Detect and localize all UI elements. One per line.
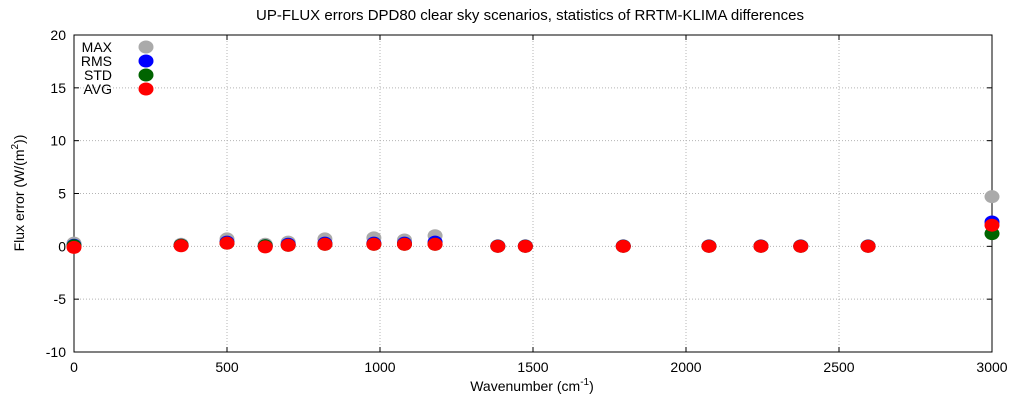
y-axis-label-sup: 2: [10, 144, 21, 150]
y-tick-label: 10: [50, 133, 66, 149]
data-point-avg: [615, 239, 631, 253]
x-axis-label-end: ): [589, 378, 594, 394]
y-tick-label: -5: [54, 291, 67, 307]
x-tick-label: 2000: [670, 359, 701, 375]
x-axis-label-main: Wavenumber (cm: [470, 378, 580, 394]
data-point-avg: [317, 237, 333, 251]
data-point-avg: [701, 239, 717, 253]
data-point-avg: [219, 236, 235, 250]
chart-title: UP-FLUX errors DPD80 clear sky scenarios…: [256, 7, 804, 24]
data-point-avg: [257, 240, 273, 254]
data-point-avg: [860, 239, 876, 253]
series-avg: [66, 218, 1000, 254]
data-point-avg: [396, 237, 412, 251]
data-point-avg: [280, 238, 296, 252]
y-axis-label-end: )): [11, 135, 27, 144]
x-axis-label-sup: -1: [580, 377, 589, 388]
y-tick-label: 15: [50, 80, 66, 96]
y-axis-label: Flux error (W/(m2)): [10, 135, 27, 252]
x-tick-label: 0: [70, 359, 78, 375]
data-point-avg: [793, 239, 809, 253]
data-point-avg: [66, 240, 82, 254]
x-tick-label: 2500: [823, 359, 854, 375]
y-axis-label-main: Flux error (W/(m: [11, 150, 27, 252]
data-point-avg: [490, 239, 506, 253]
x-axis-label: Wavenumber (cm-1): [470, 377, 594, 394]
legend-label-std: STD: [84, 67, 112, 83]
data-point-avg: [517, 239, 533, 253]
legend-marker-max: [138, 40, 154, 54]
data-point-avg: [366, 237, 382, 251]
data-point-max: [984, 190, 1000, 204]
legend-label-max: MAX: [82, 39, 113, 55]
axis-ticks: 0 500 1000 1500 2000 2500 3000 -10 -5 0 5 10 15 20: [46, 27, 1008, 375]
legend-label-rms: RMS: [81, 53, 112, 69]
data-point-avg: [753, 239, 769, 253]
data-points: [66, 190, 1000, 254]
x-tick-label: 1000: [364, 359, 395, 375]
x-tick-label: 500: [215, 359, 239, 375]
legend-marker-rms: [138, 54, 154, 68]
x-tick-label: 3000: [976, 359, 1007, 375]
legend-label-avg: AVG: [83, 81, 112, 97]
data-point-avg: [984, 218, 1000, 232]
y-tick-label: 0: [58, 238, 66, 254]
data-point-avg: [173, 239, 189, 253]
y-tick-label: 5: [58, 186, 66, 202]
legend-marker-avg: [138, 82, 154, 96]
y-tick-label: 20: [50, 27, 66, 43]
legend-marker-std: [138, 68, 154, 82]
grid: [73, 34, 993, 353]
data-point-avg: [427, 237, 443, 251]
y-tick-label: -10: [46, 344, 66, 360]
x-tick-label: 1500: [517, 359, 548, 375]
